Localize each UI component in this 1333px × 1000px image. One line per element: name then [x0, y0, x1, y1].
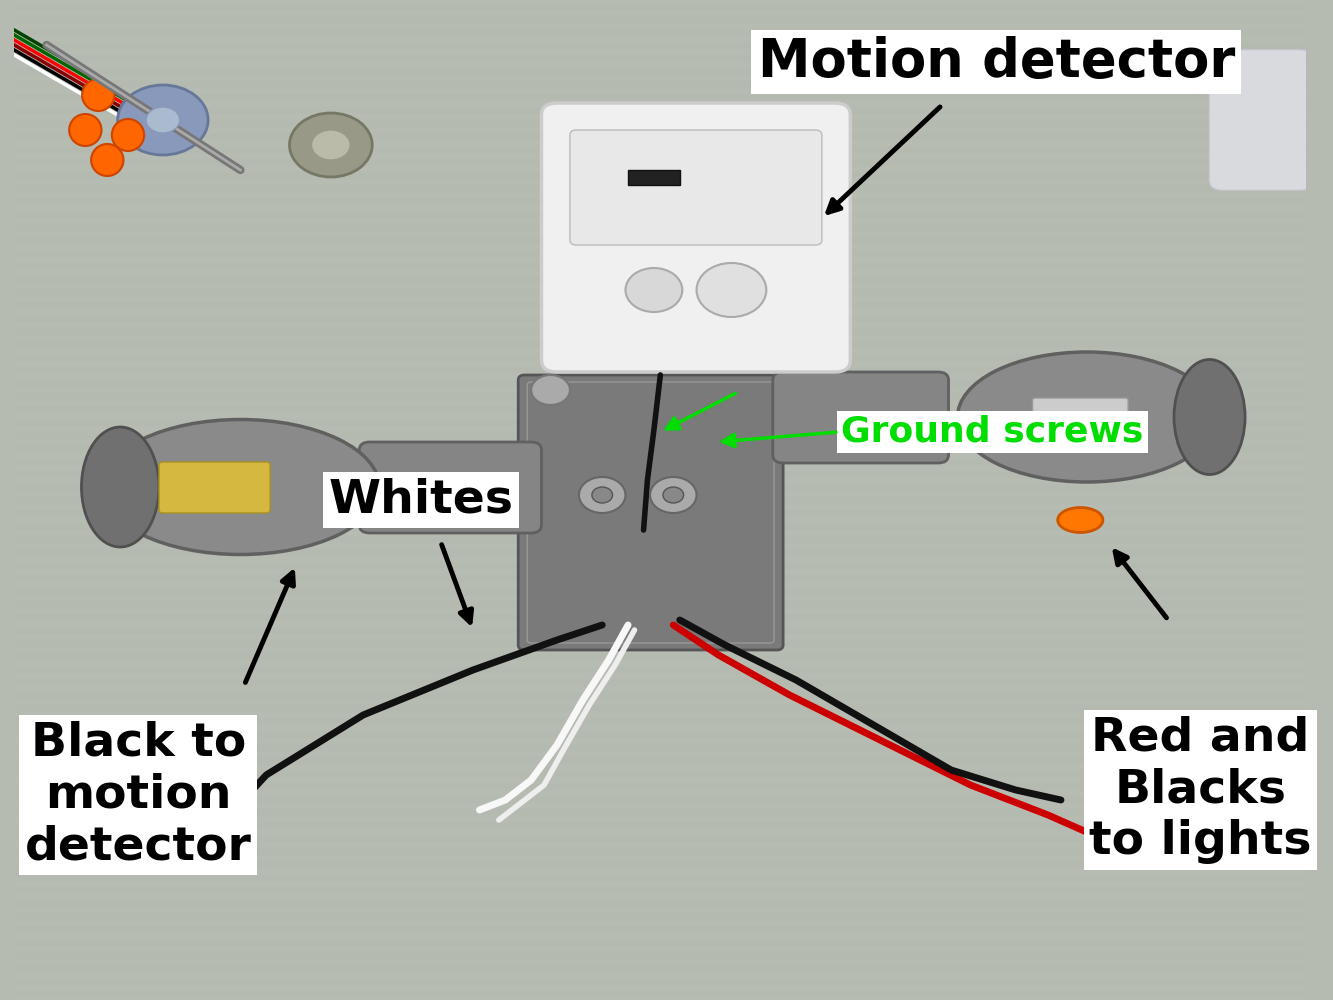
Text: Red and
Blacks
to lights: Red and Blacks to lights — [1089, 716, 1312, 864]
FancyBboxPatch shape — [773, 372, 949, 463]
FancyBboxPatch shape — [1033, 398, 1128, 442]
Text: Whites: Whites — [329, 478, 513, 522]
Ellipse shape — [91, 144, 124, 176]
Bar — [628, 170, 680, 185]
Circle shape — [117, 85, 208, 155]
Ellipse shape — [101, 420, 380, 554]
Circle shape — [147, 107, 180, 133]
Ellipse shape — [957, 352, 1216, 482]
Circle shape — [663, 487, 684, 503]
Ellipse shape — [1174, 360, 1245, 475]
FancyBboxPatch shape — [360, 442, 541, 533]
FancyBboxPatch shape — [571, 130, 822, 245]
Circle shape — [625, 268, 682, 312]
Text: Ground screws: Ground screws — [841, 415, 1144, 449]
Circle shape — [289, 113, 372, 177]
Text: Motion detector: Motion detector — [757, 36, 1234, 88]
Circle shape — [651, 477, 697, 513]
FancyBboxPatch shape — [159, 462, 271, 513]
Circle shape — [697, 263, 766, 317]
Circle shape — [531, 375, 571, 405]
Circle shape — [592, 487, 613, 503]
Ellipse shape — [83, 79, 115, 111]
Circle shape — [579, 477, 625, 513]
Ellipse shape — [1057, 508, 1102, 532]
FancyBboxPatch shape — [541, 103, 850, 372]
Ellipse shape — [81, 427, 159, 547]
FancyBboxPatch shape — [1209, 50, 1313, 190]
Ellipse shape — [112, 119, 144, 151]
FancyBboxPatch shape — [519, 375, 782, 650]
Text: Black to
motion
detector: Black to motion detector — [25, 720, 252, 869]
Circle shape — [312, 130, 351, 160]
Ellipse shape — [69, 114, 101, 146]
